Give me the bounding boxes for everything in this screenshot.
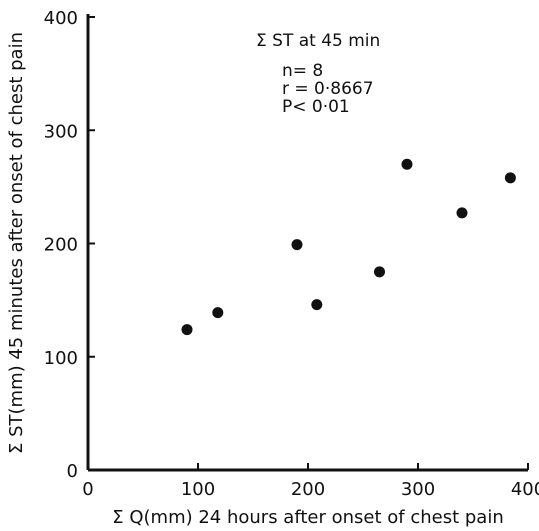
annotation-p: P< 0·01 bbox=[282, 97, 350, 117]
x-axis-ticks: 0 100 200 300 400 bbox=[82, 463, 539, 500]
data-point bbox=[291, 239, 303, 251]
y-tick-label: 200 bbox=[44, 235, 78, 256]
data-point bbox=[456, 207, 468, 219]
data-point bbox=[212, 307, 224, 319]
y-tick-label: 300 bbox=[44, 121, 78, 142]
x-tick-label: 400 bbox=[511, 479, 539, 500]
data-points bbox=[181, 158, 516, 336]
x-tick-label: 200 bbox=[291, 479, 325, 500]
y-tick-label: 100 bbox=[44, 348, 78, 369]
y-axis-ticks: 0 100 200 300 400 bbox=[44, 8, 95, 482]
data-point bbox=[401, 158, 413, 170]
data-point bbox=[311, 299, 323, 311]
data-point bbox=[181, 324, 193, 336]
x-axis-label: Σ Q(mm) 24 hours after onset of chest pa… bbox=[112, 507, 503, 528]
x-tick-label: 0 bbox=[82, 479, 93, 500]
x-tick-label: 300 bbox=[401, 479, 435, 500]
y-tick-label: 400 bbox=[44, 8, 78, 29]
data-point bbox=[504, 172, 516, 184]
annotation-heading: Σ ST at 45 min bbox=[256, 31, 380, 51]
annotation-n: n= 8 bbox=[282, 61, 323, 81]
x-tick-label: 100 bbox=[181, 479, 215, 500]
y-axis-label: Σ ST(mm) 45 minutes after onset of chest… bbox=[6, 32, 27, 454]
y-tick-label: 0 bbox=[67, 461, 78, 482]
data-point bbox=[374, 266, 385, 278]
stats-annotation: Σ ST at 45 min n= 8 r = 0·8667 P< 0·01 bbox=[256, 31, 380, 117]
annotation-r: r = 0·8667 bbox=[282, 79, 374, 99]
